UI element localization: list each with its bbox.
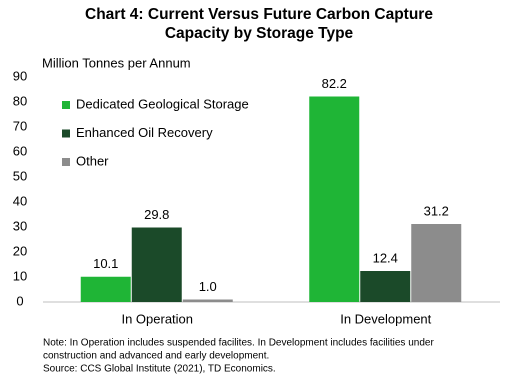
- legend-label: Dedicated Geological Storage: [76, 96, 249, 111]
- y-tick-label: 90: [13, 68, 27, 83]
- legend-label: Enhanced Oil Recovery: [76, 125, 213, 140]
- y-tick-label: 60: [13, 143, 27, 158]
- chart-title: Capacity by Storage Type: [165, 25, 354, 42]
- x-tick-label: In Operation: [121, 311, 193, 326]
- legend-swatch: [62, 158, 70, 166]
- data-label: 29.8: [144, 207, 169, 222]
- y-tick-label: 0: [16, 293, 23, 308]
- y-tick-label: 30: [13, 218, 27, 233]
- note: Note: In Operation includes suspended fa…: [43, 338, 434, 349]
- y-tick-label: 20: [13, 243, 27, 258]
- y-tick-label: 70: [13, 118, 27, 133]
- legend-swatch: [62, 129, 70, 138]
- y-tick-label: 10: [13, 268, 27, 283]
- note: Source: CCS Global Institute (2021), TD …: [43, 364, 276, 375]
- bar: [309, 96, 360, 302]
- data-label: 12.4: [373, 250, 398, 265]
- y-tick-label: 40: [13, 193, 27, 208]
- legend-swatch: [62, 101, 70, 109]
- chart-title: Chart 4: Current Versus Future Carbon Ca…: [85, 6, 433, 23]
- bar: [131, 227, 182, 302]
- bar: [411, 224, 462, 302]
- bar: [80, 276, 131, 302]
- y-tick-label: 80: [13, 93, 27, 108]
- data-label: 31.2: [424, 203, 449, 218]
- bar: [182, 299, 233, 302]
- data-label: 82.2: [322, 76, 347, 91]
- legend-label: Other: [76, 153, 109, 168]
- bar: [360, 271, 411, 302]
- y-axis-label: Million Tonnes per Annum: [42, 55, 191, 70]
- data-label: 1.0: [199, 279, 217, 294]
- data-label: 10.1: [93, 256, 118, 271]
- y-tick-label: 50: [13, 168, 27, 183]
- x-tick-label: In Development: [340, 311, 431, 326]
- note: construction and advanced and early deve…: [43, 351, 269, 362]
